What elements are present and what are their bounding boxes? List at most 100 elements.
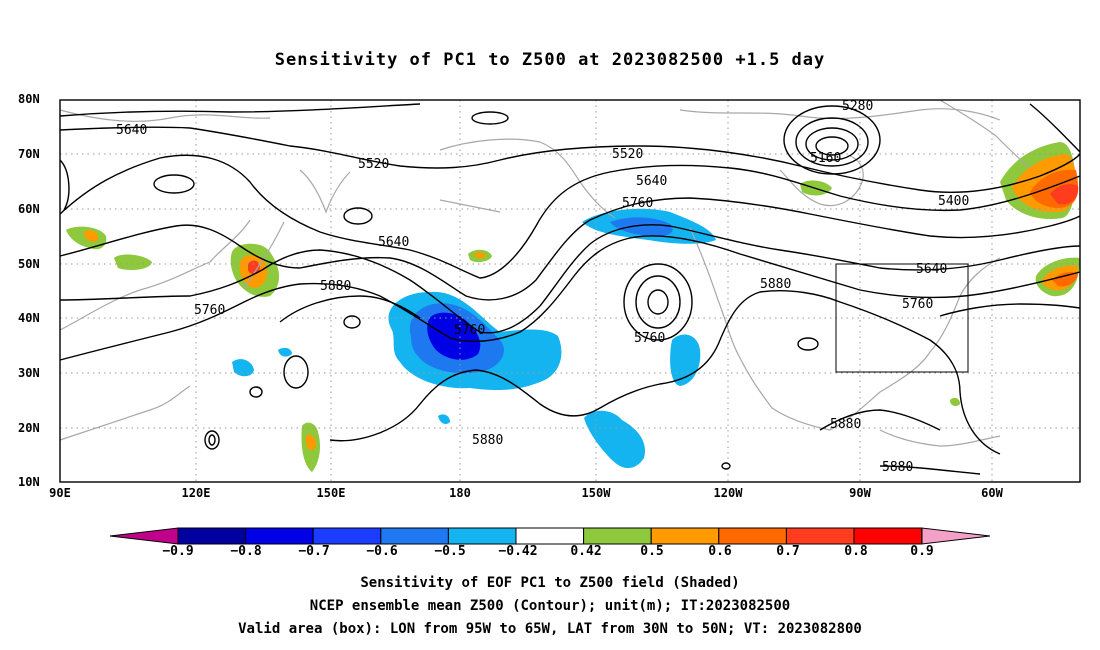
negative-sensitivity-area xyxy=(232,359,254,377)
valid-area-box xyxy=(835,263,969,373)
colorbar-low-extend xyxy=(109,527,179,545)
colorbar-label: −0.6 xyxy=(366,544,398,559)
contour-line xyxy=(819,409,981,475)
contour-label: 5880 xyxy=(320,279,351,294)
colorbar-cell xyxy=(583,527,652,545)
colorbar-high-extend xyxy=(921,527,991,545)
contour-line xyxy=(59,103,421,117)
positive-sensitivity-max xyxy=(1050,184,1079,205)
colorbar-label: 0.9 xyxy=(910,544,934,559)
negative-sensitivity-core xyxy=(610,217,673,237)
caption-line-3: Valid area (box): LON from 95W to 65W, L… xyxy=(238,621,862,637)
caption-line-2: NCEP ensemble mean Z500 (Contour); unit(… xyxy=(309,598,791,614)
positive-sensitivity-area xyxy=(114,254,152,270)
positive-sensitivity-core xyxy=(306,434,316,451)
contour-label: 5640 xyxy=(636,174,667,189)
lat-label-70n: 70N xyxy=(18,147,40,161)
contour-high-cell xyxy=(153,174,195,194)
lon-label-180: 180 xyxy=(449,486,471,500)
figure-title: Sensitivity of PC1 to Z500 at 2023082500… xyxy=(274,50,826,70)
contour-low-core xyxy=(647,289,669,315)
contour-high-cell xyxy=(343,207,373,225)
negative-sensitivity-area xyxy=(670,334,701,386)
negative-sensitivity-max xyxy=(427,312,481,360)
lon-label-150e: 150E xyxy=(316,486,346,500)
contour-line xyxy=(59,159,70,211)
contour-label: 5880 xyxy=(760,277,791,292)
colorbar-cell xyxy=(245,527,314,545)
positive-sensitivity-core xyxy=(474,252,486,259)
sensitivity-shading xyxy=(66,142,1080,472)
contour-cell xyxy=(208,434,216,446)
contour-label: 5280 xyxy=(842,99,873,114)
lat-label-40n: 40N xyxy=(18,311,40,325)
contour-high-cell xyxy=(471,111,509,125)
lat-label-20n: 20N xyxy=(18,421,40,435)
lon-label-120w: 120W xyxy=(713,486,743,500)
contour-cell xyxy=(721,462,731,470)
coastline-greenland xyxy=(939,99,1031,169)
colorbar-cell xyxy=(718,527,787,545)
coastline-alaska xyxy=(439,138,616,219)
lat-label-60n: 60N xyxy=(18,202,40,216)
contour-label: 5880 xyxy=(830,417,861,432)
contour-line xyxy=(59,154,1081,279)
contour-polar-low xyxy=(815,136,849,156)
lon-label-60w: 60W xyxy=(981,486,1003,500)
colorbar-label: −0.42 xyxy=(498,544,538,559)
positive-sensitivity-max xyxy=(1052,272,1078,287)
contour-cell xyxy=(204,430,220,450)
colorbar-label: 0.42 xyxy=(570,544,602,559)
colorbar-cell xyxy=(785,527,855,545)
coastline-arctic xyxy=(679,108,1001,121)
contour-polar-low xyxy=(805,127,859,161)
coastline-japan xyxy=(243,221,285,289)
contour-cell xyxy=(249,386,263,398)
contour-line xyxy=(59,197,1081,301)
negative-sensitivity-area xyxy=(278,347,292,357)
lon-label-120e: 120E xyxy=(181,486,211,500)
contour-labels: 5640 5520 5520 5640 5760 5880 5760 5640 … xyxy=(116,99,969,475)
colorbar xyxy=(109,527,991,545)
lat-label-30n: 30N xyxy=(18,366,40,380)
colorbar-label: 0.7 xyxy=(776,544,800,559)
lat-label-10n: 10N xyxy=(18,475,40,489)
contour-label: 5760 xyxy=(194,303,225,318)
contour-label: 5760 xyxy=(454,323,485,338)
contour-cell xyxy=(797,337,819,351)
contour-cell xyxy=(343,315,361,329)
positive-sensitivity-core xyxy=(84,230,99,242)
contour-label: 5400 xyxy=(938,194,969,209)
coastlines xyxy=(59,99,1031,447)
contour-polar-low xyxy=(783,105,881,175)
colorbar-label: −0.9 xyxy=(162,544,194,559)
lat-label-80n: 80N xyxy=(18,92,40,106)
colorbar-cell xyxy=(650,527,720,545)
contour-polar-low xyxy=(795,117,869,167)
contour-line xyxy=(59,126,1081,194)
map-frame xyxy=(59,99,1081,483)
colorbar-cell xyxy=(447,527,517,545)
contour-label: 5640 xyxy=(378,235,409,250)
negative-sensitivity-area xyxy=(438,414,450,424)
colorbar-cells xyxy=(177,527,923,545)
coastline-asia xyxy=(59,109,271,441)
colorbar-cell xyxy=(380,527,449,545)
colorbar-cell xyxy=(312,527,382,545)
colorbar-label: 0.5 xyxy=(640,544,664,559)
contour-line xyxy=(59,224,1081,334)
colorbar-cell xyxy=(515,527,585,545)
lon-label-90w: 90W xyxy=(849,486,871,500)
contour-label: 5760 xyxy=(622,196,653,211)
contour-label: 5640 xyxy=(916,262,947,277)
contour-label: 5760 xyxy=(634,331,665,346)
coastline-hudson-bay xyxy=(779,155,864,207)
colorbar-cell xyxy=(853,527,923,545)
contour-label: 5520 xyxy=(612,147,643,162)
caption-line-1: Sensitivity of EOF PC1 to Z500 field (Sh… xyxy=(360,575,740,591)
negative-sensitivity-area xyxy=(584,410,646,469)
colorbar-label: −0.7 xyxy=(298,544,330,559)
contour-line xyxy=(59,235,1081,361)
contour-line xyxy=(1029,103,1081,153)
